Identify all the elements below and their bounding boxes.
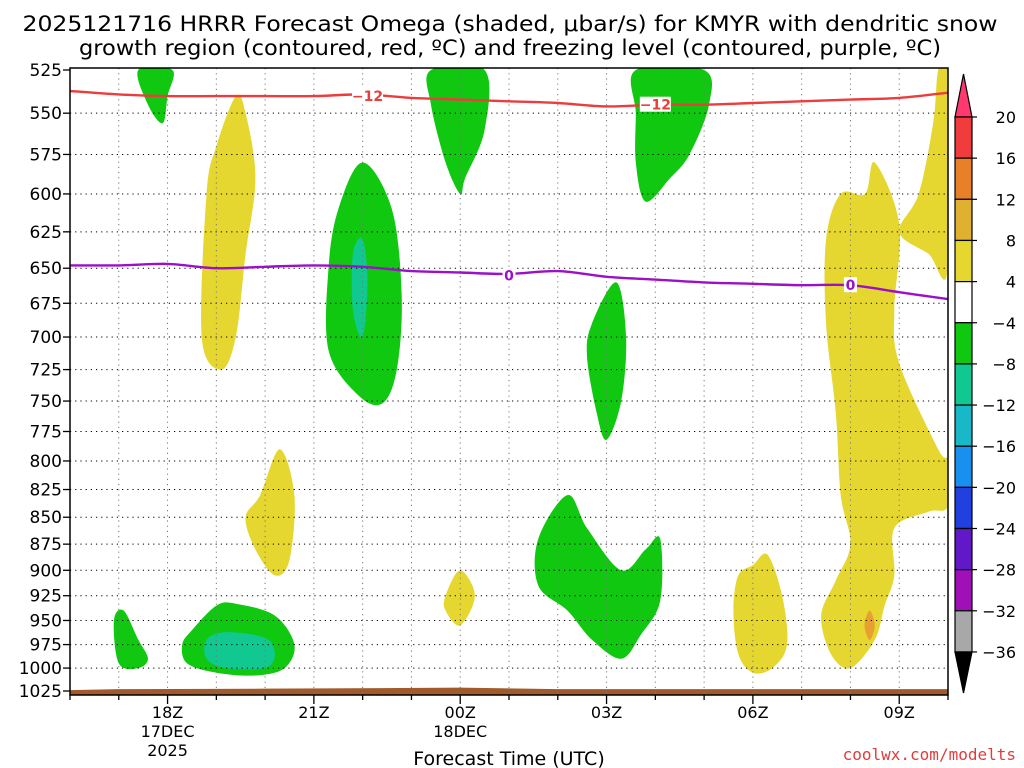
- chart-title-line2: growth region (contoured, red, ºC) and f…: [79, 36, 941, 60]
- y-tick-label-925: 925: [30, 587, 62, 607]
- y-tick-label-550: 550: [30, 104, 62, 124]
- colorbar-legend: 20 16 12 8 4 −4 −8 −12 −16 −20 −24 −28 −32 −36: [954, 73, 1016, 694]
- colorbar-label-13: −36: [982, 643, 1016, 662]
- y-tick-label-1000: 1000: [19, 659, 62, 679]
- omega-region-5: [899, 68, 948, 280]
- x-date-label-18Z: 17DEC: [141, 722, 195, 741]
- colorbar-label-2: 12: [996, 190, 1016, 209]
- omega-region-12: [113, 609, 148, 670]
- y-tick-label-750: 750: [30, 392, 62, 412]
- colorbar-bottom-arrow: [954, 651, 973, 694]
- colorbar-label-3: 8: [1006, 231, 1016, 250]
- contour-label-1-1: 0: [846, 278, 856, 294]
- colorbar-bin-4: [954, 239, 973, 283]
- y-tick-label-600: 600: [30, 185, 62, 205]
- y-tick-label-700: 700: [30, 328, 62, 348]
- y-tick-label-875: 875: [30, 535, 62, 555]
- contour-label-0-0: −12: [352, 89, 383, 105]
- omega-region-3: [733, 553, 788, 674]
- y-tick-label-675: 675: [30, 294, 62, 314]
- surface-terrain: [70, 687, 948, 695]
- omega-region-16: [864, 610, 875, 640]
- contour-line-0: [70, 89, 948, 108]
- colorbar-bin-3: [954, 198, 973, 242]
- x-date-label-00Z: 18DEC: [433, 722, 487, 741]
- contour-label-bg-0-1: [639, 96, 671, 112]
- pressure-axis: 525 550 575 600 625 650 675 700 725 750 775 800 825 8…: [19, 61, 70, 702]
- y-tick-label-1025: 1025: [19, 682, 62, 702]
- omega-region-0: [201, 94, 256, 370]
- colorbar-label-12: −32: [982, 602, 1016, 621]
- colorbar-bin-8: [954, 404, 973, 447]
- colorbar-bin-6: [954, 322, 973, 365]
- colorbar-bin-7: [954, 363, 973, 406]
- colorbar-label-7: −12: [982, 396, 1016, 415]
- x-tick-label-21Z: 21Z: [298, 703, 329, 722]
- contour-label-bg-1-0: [502, 267, 516, 283]
- x-tick-label-00Z: 00Z: [445, 703, 476, 722]
- y-tick-label-525: 525: [30, 61, 62, 81]
- colorbar-bin-10: [954, 486, 973, 530]
- colorbar-label-6: −8: [992, 355, 1016, 374]
- omega-region-11: [534, 494, 663, 659]
- y-tick-label-625: 625: [30, 223, 62, 243]
- y-tick-label-975: 975: [30, 636, 62, 656]
- contour-label-bg-0-0: [352, 88, 384, 104]
- omega-region-14: [351, 237, 368, 338]
- y-tick-label-725: 725: [30, 361, 62, 381]
- y-tick-label-800: 800: [30, 452, 62, 472]
- colorbar-label-11: −28: [982, 561, 1016, 580]
- omega-region-15: [204, 632, 275, 670]
- colorbar-label-10: −24: [982, 520, 1016, 539]
- colorbar-label-4: 4: [1006, 273, 1016, 292]
- y-tick-label-850: 850: [30, 508, 62, 528]
- y-tick-label-775: 775: [30, 422, 62, 442]
- colorbar-label-1: 16: [996, 149, 1016, 168]
- colorbar-bin-5: [954, 281, 973, 324]
- x-tick-label-09Z: 09Z: [884, 703, 915, 722]
- colorbar-label-9: −20: [982, 478, 1016, 497]
- colorbar-bin-2: [954, 157, 973, 200]
- contour-label-0-1: −12: [640, 98, 671, 114]
- omega-region-2: [443, 570, 475, 626]
- x-tick-label-03Z: 03Z: [591, 703, 622, 722]
- y-tick-label-650: 650: [30, 259, 62, 279]
- credit-text[interactable]: coolwx.com/modelts: [843, 745, 1016, 764]
- colorbar-bin-11: [954, 527, 973, 571]
- colorbar-top-arrow: [954, 73, 973, 118]
- surface-band: [70, 687, 948, 695]
- y-tick-label-825: 825: [30, 481, 62, 501]
- x-year-label-18Z: 2025: [147, 741, 188, 760]
- colorbar-label-0: 20: [996, 108, 1016, 127]
- colorbar-bin-9: [954, 445, 973, 488]
- contour-label-1-0: 0: [504, 268, 514, 284]
- y-tick-label-575: 575: [30, 145, 62, 165]
- y-tick-label-900: 900: [30, 561, 62, 581]
- colorbar-bin-1: [954, 116, 973, 159]
- x-tick-label-06Z: 06Z: [737, 703, 768, 722]
- x-tick-label-18Z: 18Z: [152, 703, 183, 722]
- y-tick-label-950: 950: [30, 611, 62, 631]
- colorbar-label-5: −4: [992, 314, 1016, 333]
- colorbar-bin-12: [954, 569, 973, 612]
- colorbar-bin-13: [954, 610, 973, 653]
- colorbar-label-8: −16: [982, 437, 1016, 456]
- contour-lines: −12 −12 0 0: [70, 88, 948, 301]
- chart-title-line1: 2025121716 HRRR Forecast Omega (shaded, …: [23, 12, 998, 36]
- contour-label-bg-1-1: [843, 277, 857, 293]
- x-axis-label: Forecast Time (UTC): [413, 748, 604, 768]
